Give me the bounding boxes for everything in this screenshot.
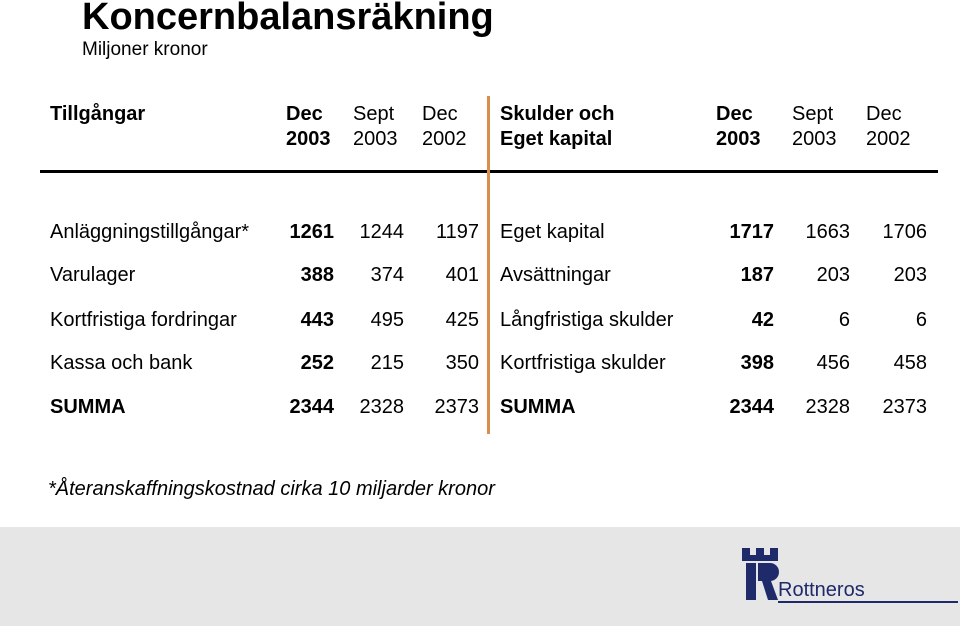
assets-heading: Tillgångar [50, 103, 146, 125]
liabilities-heading: Skulder och Eget kapital [500, 103, 615, 150]
assets-col-1-header: Dec 2003 [286, 103, 331, 150]
liability-value: 456 [816, 352, 850, 374]
liability-value: 187 [740, 264, 774, 286]
page-subtitle: Miljoner kronor [82, 39, 208, 60]
asset-value: 401 [445, 264, 479, 286]
liability-total-label: SUMMA [500, 396, 576, 418]
footer-band [0, 527, 960, 626]
asset-value: 388 [300, 264, 334, 286]
asset-total-value: 2344 [289, 396, 335, 418]
liability-value: 398 [740, 352, 774, 374]
asset-total-value: 2328 [359, 396, 405, 418]
asset-total-value: 2373 [434, 396, 480, 418]
table-row: Anläggningstillgångar* 1261 1244 1197 Eg… [0, 217, 960, 247]
asset-value: 495 [370, 309, 404, 331]
liability-value: 203 [816, 264, 850, 286]
liabilities-col-2-header: Sept 2003 [792, 103, 837, 150]
asset-label: Kassa och bank [50, 352, 193, 374]
asset-label: Anläggningstillgångar* [50, 221, 250, 243]
liabilities-col-3-header: Dec 2002 [866, 103, 911, 150]
liability-label: Eget kapital [500, 221, 605, 243]
brand-name: Rottneros [778, 579, 865, 601]
asset-value: 1197 [435, 221, 479, 243]
assets-col-2-header: Sept 2003 [353, 103, 398, 150]
liability-total-value: 2373 [882, 396, 928, 418]
asset-value: 350 [445, 352, 479, 374]
table-row: Kortfristiga fordringar 443 495 425 Lång… [0, 305, 960, 335]
asset-label: Varulager [50, 264, 136, 286]
liabilities-col-1-header: Dec 2003 [716, 103, 761, 150]
liability-label: Kortfristiga skulder [500, 352, 666, 374]
liability-total-value: 2328 [805, 396, 851, 418]
page-title: Koncernbalansräkning [82, 0, 494, 38]
asset-value: 215 [370, 352, 404, 374]
column-divider [487, 96, 490, 434]
assets-col-3-header: Dec 2002 [422, 103, 467, 150]
asset-total-label: SUMMA [50, 396, 126, 418]
table-row: Kassa och bank 252 215 350 Kortfristiga … [0, 348, 960, 378]
asset-value: 252 [300, 352, 334, 374]
asset-label: Kortfristiga fordringar [50, 309, 237, 331]
liability-value: 458 [893, 352, 927, 374]
liability-value: 1706 [882, 221, 928, 243]
table-row-total: SUMMA 2344 2328 2373 SUMMA 2344 2328 237… [0, 392, 960, 422]
brand-underline [778, 601, 958, 603]
liability-value: 203 [893, 264, 927, 286]
asset-value: 1261 [289, 221, 335, 243]
castle-tower-r-icon [742, 548, 779, 600]
footnote: *Återanskaffningskostnad cirka 10 miljar… [48, 478, 495, 500]
liability-value: 6 [915, 309, 927, 331]
asset-value: 374 [370, 264, 404, 286]
liability-value: 6 [838, 309, 850, 331]
liability-value: 1663 [805, 221, 851, 243]
liability-value: 42 [751, 309, 774, 331]
asset-value: 443 [300, 309, 334, 331]
liability-label: Långfristiga skulder [500, 309, 674, 331]
table-row: Varulager 388 374 401 Avsättningar 187 2… [0, 260, 960, 290]
asset-value: 425 [445, 309, 479, 331]
liability-total-value: 2344 [729, 396, 775, 418]
liability-label: Avsättningar [500, 264, 611, 286]
asset-value: 1244 [359, 221, 405, 243]
liability-value: 1717 [729, 221, 775, 243]
